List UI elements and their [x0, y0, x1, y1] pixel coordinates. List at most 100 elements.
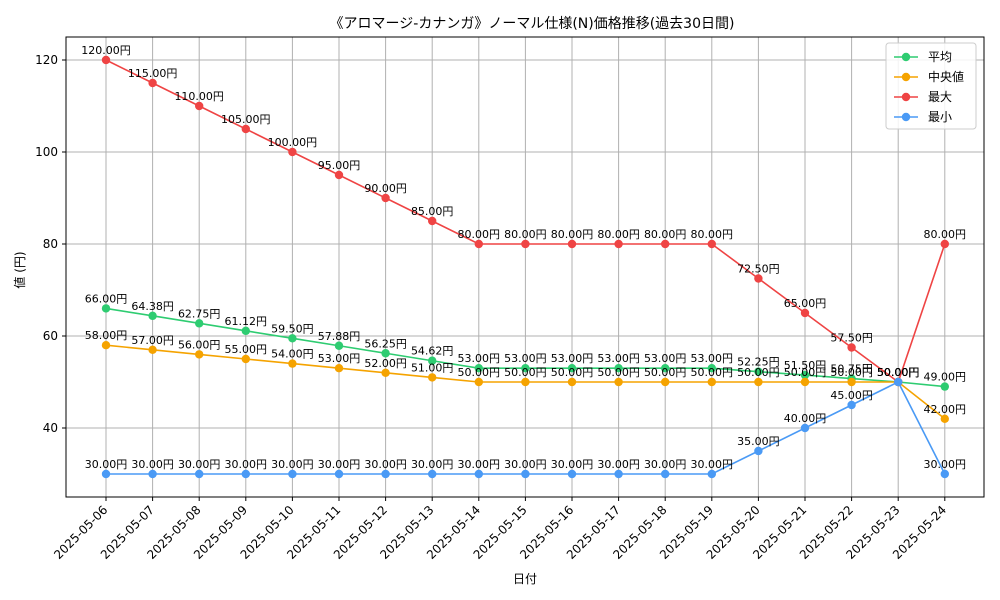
data-label: 54.00円	[271, 348, 314, 361]
data-point	[940, 469, 949, 479]
data-point	[661, 377, 670, 387]
data-point	[474, 364, 483, 373]
data-label: 115.00円	[128, 67, 178, 80]
data-label: 30.00円	[691, 458, 734, 471]
x-axis-label: 日付	[513, 572, 537, 586]
data-label: 53.00円	[504, 352, 547, 365]
data-label: 50.00円	[784, 366, 827, 379]
data-point	[707, 239, 716, 249]
data-label: 50.00円	[877, 366, 920, 379]
data-point	[940, 239, 949, 249]
data-label: 85.00円	[411, 205, 454, 218]
data-label: 56.25円	[364, 337, 407, 350]
data-point	[614, 377, 623, 387]
data-point	[847, 400, 856, 410]
legend-swatch-marker	[901, 72, 911, 82]
data-label: 30.00円	[924, 458, 967, 471]
data-label: 80.00円	[504, 228, 547, 241]
data-point	[707, 469, 716, 479]
data-point	[707, 364, 716, 373]
legend-box	[885, 42, 977, 130]
data-point	[381, 349, 390, 358]
legend-label: 平均	[928, 50, 952, 64]
data-point	[661, 364, 670, 373]
data-label: 30.00円	[364, 458, 407, 471]
data-point	[381, 193, 390, 203]
data-point	[661, 469, 670, 479]
data-point	[800, 370, 810, 380]
data-point	[940, 414, 949, 423]
data-label: 50.00円	[504, 366, 547, 379]
data-label: 62.75円	[178, 307, 221, 320]
data-point	[381, 368, 390, 377]
data-label: 30.00円	[131, 458, 174, 471]
data-point	[195, 469, 204, 479]
data-point	[148, 311, 157, 321]
data-label: 50.00円	[691, 366, 734, 379]
data-label: 57.50円	[830, 332, 873, 345]
data-point	[707, 377, 716, 387]
data-point	[567, 364, 577, 373]
y-tick-label: 60	[43, 329, 58, 343]
data-point	[288, 334, 297, 343]
data-label: 30.00円	[318, 458, 361, 471]
data-label: 40.00円	[784, 412, 827, 425]
data-label: 66.00円	[85, 292, 128, 305]
data-point	[754, 377, 763, 387]
data-point	[567, 239, 577, 249]
data-label: 120.00円	[81, 44, 131, 57]
data-label: 30.00円	[644, 458, 687, 471]
legend-label: 最大	[928, 90, 952, 104]
data-point	[101, 341, 111, 350]
data-point	[148, 469, 157, 479]
data-point	[195, 101, 204, 111]
data-label: 59.50円	[271, 322, 314, 335]
y-tick-label: 80	[43, 237, 58, 251]
data-label: 53.00円	[458, 352, 501, 365]
data-point	[195, 350, 204, 359]
data-point	[474, 239, 483, 249]
data-point	[567, 377, 577, 387]
data-label: 53.00円	[318, 352, 361, 365]
data-label: 30.00円	[458, 458, 501, 471]
data-label: 110.00円	[174, 90, 224, 103]
data-label: 72.50円	[737, 263, 780, 276]
data-point	[148, 345, 157, 354]
data-label: 50.00円	[737, 366, 780, 379]
data-label: 50.00円	[644, 366, 687, 379]
data-label: 57.88円	[318, 330, 361, 343]
chart-title: 《アロマージ-カナンガ》ノーマル仕様(N)価格推移(過去30日間)	[330, 16, 735, 32]
data-point	[614, 239, 623, 249]
data-label: 50.00円	[458, 366, 501, 379]
data-label: 100.00円	[268, 136, 318, 149]
data-label: 95.00円	[318, 159, 361, 172]
data-label: 50.75円	[830, 363, 873, 376]
data-label: 56.00円	[178, 338, 221, 351]
data-label: 80.00円	[691, 228, 734, 241]
data-label: 51.50円	[784, 359, 827, 372]
data-point	[754, 367, 763, 376]
data-label: 51.00円	[411, 361, 454, 374]
data-point	[754, 446, 763, 456]
data-point	[241, 469, 250, 479]
data-label: 35.00円	[737, 435, 780, 448]
data-point	[288, 359, 297, 368]
data-label: 80.00円	[597, 228, 640, 241]
data-label: 80.00円	[551, 228, 594, 241]
data-point	[940, 382, 949, 391]
data-label: 105.00円	[221, 113, 271, 126]
data-label: 58.00円	[85, 329, 128, 342]
y-tick-label: 100	[35, 145, 58, 159]
y-axis-ticks: 40 60 80 100 120	[35, 53, 66, 435]
data-label: 50.00円	[877, 366, 920, 379]
legend-label: 最小	[928, 110, 952, 124]
data-point	[800, 377, 810, 387]
data-point	[847, 343, 856, 352]
data-point	[754, 274, 763, 283]
data-point	[241, 354, 250, 364]
data-point	[428, 469, 437, 479]
data-label: 30.00円	[85, 458, 128, 471]
